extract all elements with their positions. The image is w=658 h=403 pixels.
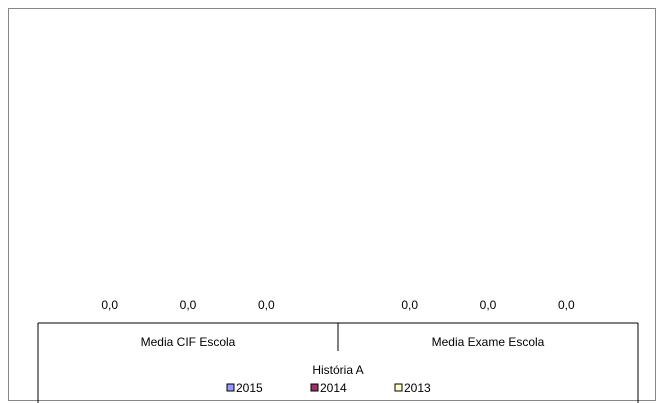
legend-label-2013: 2013: [404, 381, 431, 395]
data-label: 0,0: [558, 298, 575, 312]
data-label: 0,0: [180, 298, 197, 312]
data-label: 0,0: [101, 298, 118, 312]
data-label: 0,0: [401, 298, 418, 312]
x-axis: [37, 322, 639, 403]
legend-label-2015: 2015: [236, 381, 263, 395]
category-label: Media CIF Escola: [141, 335, 236, 349]
x-axis-title: História A: [312, 363, 363, 377]
legend-swatch-2013: [394, 383, 403, 392]
legend-swatch-2014: [310, 383, 319, 392]
legend: 2015 2014 2013: [226, 381, 431, 395]
data-labels: 0,0 0,0 0,0 0,0 0,0 0,0: [101, 298, 575, 312]
category-label: Media Exame Escola: [432, 335, 545, 349]
legend-swatch-2015: [226, 383, 235, 392]
data-label: 0,0: [480, 298, 497, 312]
legend-label-2014: 2014: [320, 381, 347, 395]
data-label: 0,0: [258, 298, 275, 312]
category-labels: Media CIF Escola Media Exame Escola: [141, 335, 545, 349]
chart-frame: [8, 8, 656, 401]
